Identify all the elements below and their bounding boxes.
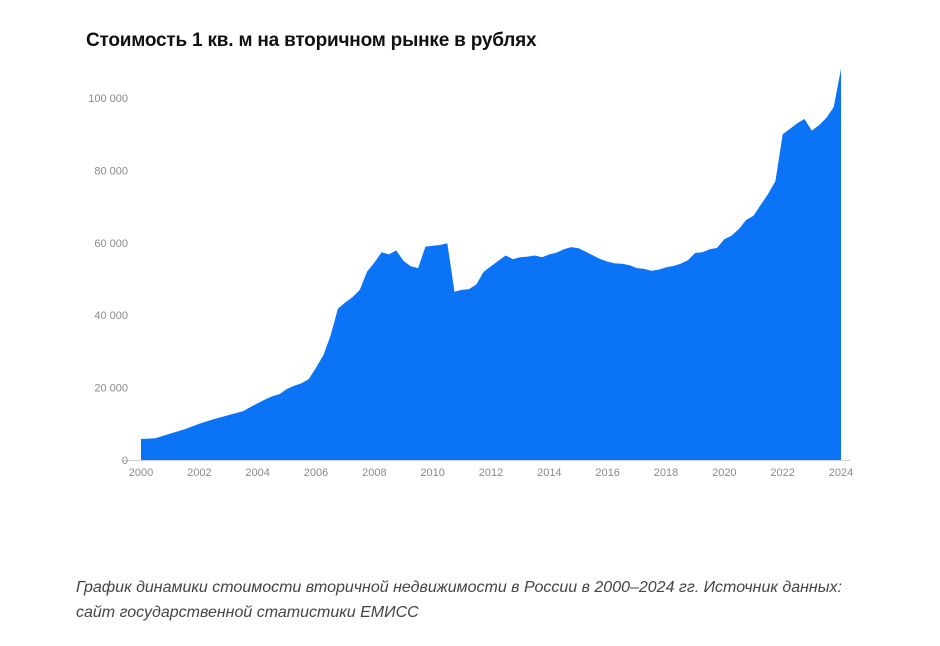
x-tick-label: 2004 (245, 467, 269, 479)
x-tick-label: 2000 (129, 467, 153, 479)
x-tick-label: 2022 (770, 467, 794, 479)
x-tick-label: 2024 (829, 467, 853, 479)
chart-area: 2000 2002 2004 2006 2008 2010 2012 2014 2016 2018… (88, 69, 853, 479)
y-axis: 0 20 000 40 000 60 000 80 000 100 000 (88, 93, 128, 467)
y-tick-label: 60 000 (94, 238, 128, 250)
area-series (141, 69, 841, 460)
y-tick-label: 0 (122, 455, 128, 467)
x-tick-label: 2006 (304, 467, 328, 479)
plot-area (141, 69, 841, 460)
x-tick-label: 2020 (712, 467, 736, 479)
chart-caption: График динамики стоимости вторичной недв… (76, 579, 842, 621)
x-tick-label: 2014 (537, 467, 561, 479)
y-tick-label: 100 000 (88, 93, 128, 105)
x-tick-label: 2002 (187, 467, 211, 479)
y-tick-label: 20 000 (94, 383, 128, 395)
y-tick-label: 80 000 (94, 165, 128, 177)
x-axis: 2000 2002 2004 2006 2008 2010 2012 2014 2016 2018… (129, 467, 853, 479)
x-tick-label: 2010 (420, 467, 444, 479)
y-tick-label: 40 000 (94, 310, 128, 322)
x-tick-label: 2018 (654, 467, 678, 479)
x-tick-label: 2008 (362, 467, 386, 479)
x-tick-label: 2016 (595, 467, 619, 479)
chart-title: Стоимость 1 кв. м на вторичном рынке в р… (86, 30, 537, 51)
x-tick-label: 2012 (479, 467, 503, 479)
